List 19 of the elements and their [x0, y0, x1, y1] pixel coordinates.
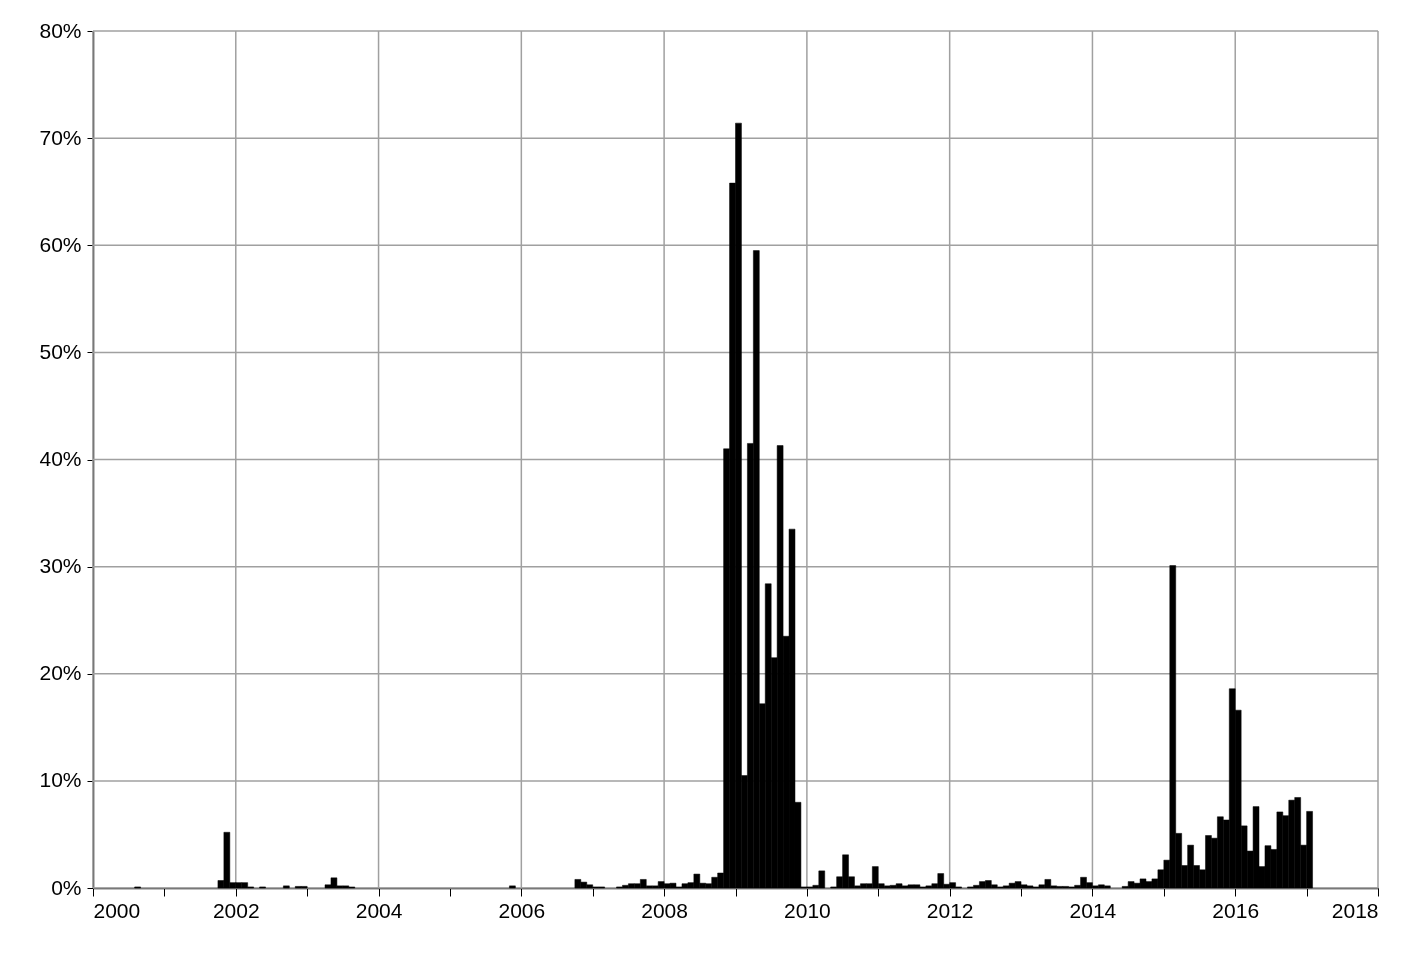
x-tick-label: 2016	[1212, 898, 1260, 922]
x-tick-label: 2002	[212, 898, 260, 922]
y-tick-label: 80%	[39, 18, 82, 42]
y-tick-label: 30%	[39, 554, 82, 578]
y-tick-label: 40%	[39, 447, 82, 470]
x-tick-label: 2008	[641, 898, 688, 922]
x-tick-label: 2000	[93, 898, 141, 922]
y-tick-label: 50%	[39, 339, 82, 363]
x-tick-label: 2018	[1331, 898, 1379, 922]
y-tick-label: 60%	[39, 232, 82, 256]
x-tick-label: 2004	[355, 898, 403, 922]
y-tick-label: 10%	[39, 768, 82, 792]
y-tick-label: 70%	[39, 125, 82, 149]
x-tick-label: 2006	[498, 898, 546, 922]
x-tick-label: 2012	[926, 898, 974, 922]
x-tick-label: 2014	[1069, 898, 1117, 922]
x-tick-label: 2010	[784, 898, 831, 922]
y-tick-label: 20%	[39, 661, 82, 685]
y-tick-label: 0%	[51, 875, 82, 899]
